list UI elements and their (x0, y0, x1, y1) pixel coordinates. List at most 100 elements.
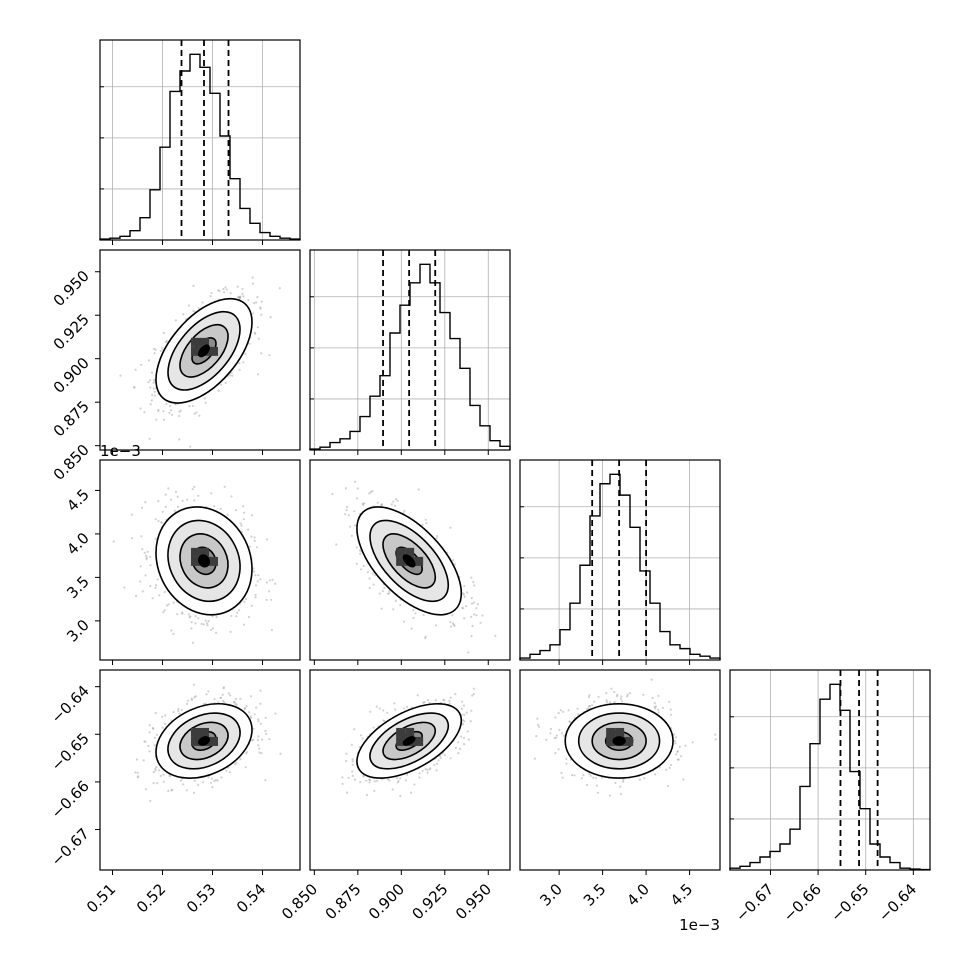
sample-point (236, 285, 239, 288)
histogram-bar (260, 233, 270, 240)
sample-point (194, 615, 197, 618)
sample-point (465, 711, 468, 714)
sample-point (643, 777, 646, 780)
sample-point (239, 522, 242, 525)
sample-point (160, 521, 163, 524)
sample-point (174, 490, 178, 494)
sample-point (436, 762, 439, 766)
sample-point (172, 601, 175, 604)
sample-point (429, 767, 432, 770)
sample-point (228, 374, 231, 377)
sample-point (185, 789, 188, 792)
density-bin (191, 556, 200, 566)
sample-point (576, 707, 579, 710)
sample-point (141, 590, 144, 593)
sample-point (341, 776, 344, 779)
y-tick-label: −0.64 (48, 682, 93, 727)
sample-point (472, 693, 475, 696)
sample-point (217, 701, 220, 704)
sample-point (264, 716, 267, 719)
x-tick-label: 0.850 (278, 880, 321, 923)
sample-point (241, 292, 244, 296)
sample-point (470, 576, 473, 579)
panel-2-0 (99, 459, 301, 661)
sample-point (249, 715, 252, 718)
sample-point (192, 791, 196, 795)
sample-point (162, 410, 165, 413)
sample-point (346, 505, 349, 509)
panel-frame (309, 459, 511, 661)
sample-point (463, 585, 466, 588)
sample-point (279, 752, 282, 755)
sample-point (154, 769, 157, 772)
sample-point (616, 693, 619, 696)
sample-point (222, 287, 225, 290)
density-peak (402, 736, 416, 746)
sample-point (254, 596, 257, 599)
sample-point (232, 701, 236, 704)
sample-point (223, 701, 226, 704)
sample-point (223, 291, 226, 294)
histogram-bar (540, 651, 550, 660)
sample-point (210, 781, 213, 784)
sample-point (376, 501, 379, 504)
sample-point (186, 702, 189, 706)
histogram-bar (650, 603, 660, 660)
sample-point (248, 545, 251, 548)
sample-point (169, 409, 173, 412)
sample-point (145, 788, 148, 791)
sample-point (182, 783, 185, 786)
sample-point (236, 295, 239, 299)
sample-point (211, 615, 214, 618)
sample-point (451, 614, 454, 617)
sample-point (243, 707, 246, 710)
sample-point (591, 704, 594, 707)
sample-point (418, 776, 421, 779)
sample-point (214, 778, 217, 782)
sample-point (388, 592, 391, 595)
density-bin (191, 736, 200, 746)
sample-point (136, 776, 139, 779)
sample-point (238, 362, 241, 365)
sample-point (178, 414, 181, 418)
density-peak (198, 344, 210, 358)
sample-point (154, 586, 157, 590)
sample-point (375, 705, 378, 708)
sample-point (250, 535, 253, 538)
sample-point (471, 694, 474, 697)
sample-point (463, 595, 466, 599)
histogram-bar (130, 231, 140, 240)
sample-point (661, 706, 665, 709)
sample-point (243, 511, 246, 514)
sample-point (424, 635, 427, 638)
sample-point (154, 584, 158, 587)
sample-point (193, 412, 196, 415)
sample-point (469, 720, 472, 723)
sample-point (172, 632, 175, 636)
sample-point (462, 592, 465, 595)
sample-point (157, 409, 160, 412)
sample-point (221, 693, 224, 696)
sample-point (359, 552, 362, 555)
sample-point (195, 411, 198, 414)
sample-point (355, 546, 358, 549)
sample-point (427, 699, 430, 702)
sample-point (386, 778, 389, 781)
panel-frame (99, 39, 301, 241)
sample-point (256, 739, 259, 742)
sample-point (140, 363, 143, 366)
y-tick-label: −0.67 (48, 825, 93, 870)
histogram-bar (600, 484, 610, 660)
panel-3-2 (519, 669, 721, 871)
x-tick-label: 0.950 (452, 880, 495, 923)
sample-point (265, 581, 268, 584)
sample-point (428, 768, 431, 771)
panel-frame (309, 669, 511, 871)
sample-point (145, 558, 148, 561)
sample-point (654, 705, 658, 708)
sample-point (347, 776, 350, 779)
sample-point (169, 775, 172, 778)
sample-point (133, 386, 136, 389)
sample-point (428, 701, 431, 705)
sample-point (268, 590, 271, 593)
